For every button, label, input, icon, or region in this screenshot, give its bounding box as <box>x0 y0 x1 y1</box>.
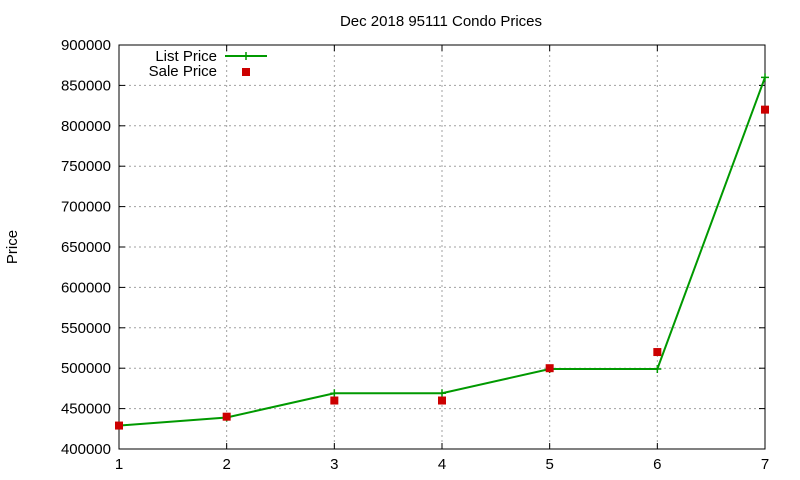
sale-price-point <box>761 105 769 114</box>
y-tick-label: 750000 <box>61 158 111 175</box>
series-layer <box>115 73 769 430</box>
y-tick-label: 700000 <box>61 199 111 216</box>
y-tick-label: 550000 <box>61 320 111 337</box>
grid-lines <box>119 45 765 449</box>
list-price-point <box>653 365 662 374</box>
plot-frame <box>118 44 766 450</box>
list-price-point <box>330 389 339 398</box>
list-price-point <box>761 73 769 82</box>
y-tick-label: 900000 <box>61 37 111 54</box>
y-tick-label: 500000 <box>61 360 111 377</box>
sale-price-point <box>222 412 231 421</box>
y-tick-label: 600000 <box>61 279 111 296</box>
x-tick-label: 7 <box>761 456 769 473</box>
y-tick-label: 800000 <box>61 118 111 135</box>
legend-marker-sale-price <box>242 68 250 76</box>
legend-label-list-price: List Price <box>155 48 217 65</box>
y-tick-label: 400000 <box>61 441 111 458</box>
axis-ticks: 400000 450000 500000 550000 600000 650000 7000… <box>61 37 769 473</box>
chart-title: Dec 2018 95111 Condo Prices <box>340 13 542 30</box>
x-tick-label: 3 <box>330 456 338 473</box>
y-tick-label: 650000 <box>61 239 111 256</box>
y-axis-label: Price <box>4 230 21 264</box>
x-tick-label: 6 <box>653 456 661 473</box>
sale-price-point <box>438 396 446 405</box>
x-tick-label: 1 <box>115 456 123 473</box>
sale-price-point <box>545 364 554 373</box>
x-tick-label: 4 <box>438 456 446 473</box>
y-tick-label: 450000 <box>61 401 111 418</box>
legend-label-sale-price: Sale Price <box>149 63 217 80</box>
legend-marker-list-price <box>242 52 250 60</box>
sale-price-point <box>653 348 662 357</box>
y-tick-label: 850000 <box>61 77 111 94</box>
x-tick-label: 5 <box>545 456 553 473</box>
sale-price-point <box>330 396 339 405</box>
list-price-point <box>438 389 446 398</box>
sale-price-point <box>115 421 123 430</box>
x-tick-label: 2 <box>222 456 230 473</box>
